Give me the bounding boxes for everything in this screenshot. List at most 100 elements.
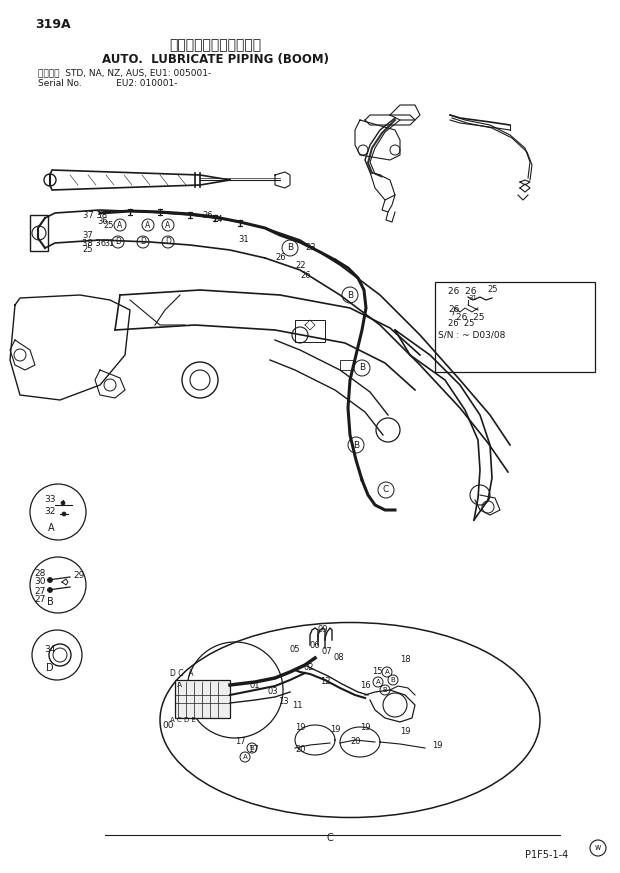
Text: C: C	[383, 485, 389, 494]
Text: P1F5-1-4: P1F5-1-4	[525, 850, 569, 860]
Text: 16: 16	[360, 682, 371, 691]
Circle shape	[388, 675, 398, 685]
Circle shape	[348, 437, 364, 453]
Text: S/N : ~ D03/08: S/N : ~ D03/08	[438, 331, 505, 340]
Text: 11: 11	[292, 702, 303, 711]
Circle shape	[62, 512, 66, 516]
Text: 03: 03	[268, 688, 278, 697]
Text: 25: 25	[103, 222, 113, 230]
Bar	[435, 282, 595, 372]
Text: 22: 22	[295, 260, 306, 270]
Text: 31: 31	[104, 238, 113, 248]
Circle shape	[378, 482, 394, 498]
Circle shape	[354, 360, 370, 376]
Circle shape	[162, 219, 174, 231]
Text: B: B	[347, 291, 353, 299]
Text: 19: 19	[432, 740, 443, 750]
Text: A: A	[384, 669, 389, 675]
Text: 15: 15	[372, 668, 383, 677]
Text: 20: 20	[350, 738, 360, 746]
Text: 23: 23	[305, 244, 316, 252]
Text: 19: 19	[360, 724, 371, 732]
Text: 32: 32	[44, 507, 55, 517]
Text: 17: 17	[235, 738, 246, 746]
Circle shape	[114, 219, 126, 231]
Circle shape	[247, 743, 257, 753]
Text: 13: 13	[278, 698, 289, 706]
Text: 適用号機  STD, NA, NZ, AUS, EU1: 005001-: 適用号機 STD, NA, NZ, AUS, EU1: 005001-	[38, 68, 211, 78]
Bar	[175, 680, 230, 718]
Text: 自動給脂配管（ブーム）: 自動給脂配管（ブーム）	[169, 38, 261, 52]
Text: w: w	[595, 843, 601, 853]
Text: 26: 26	[300, 271, 311, 279]
Text: 37 38: 37 38	[83, 210, 107, 219]
Text: D: D	[46, 663, 53, 673]
Text: 25: 25	[487, 285, 497, 293]
Circle shape	[137, 236, 149, 248]
Text: 19: 19	[400, 727, 410, 737]
Text: 29: 29	[73, 572, 84, 581]
Circle shape	[112, 236, 124, 248]
Text: A: A	[117, 221, 123, 230]
Circle shape	[373, 677, 383, 687]
Text: B: B	[250, 745, 254, 751]
Text: 19: 19	[330, 725, 340, 734]
Text: 33: 33	[44, 496, 56, 505]
Bar	[295, 320, 325, 342]
Text: 26  25: 26 25	[456, 313, 484, 321]
Text: 00: 00	[162, 721, 174, 731]
Circle shape	[380, 685, 390, 695]
Text: 07: 07	[322, 648, 332, 656]
Text: 08: 08	[334, 652, 345, 662]
Circle shape	[162, 236, 174, 248]
Text: 09: 09	[318, 625, 329, 635]
Text: 26  25: 26 25	[448, 320, 474, 328]
Text: A: A	[376, 679, 381, 685]
Text: A: A	[145, 221, 151, 230]
Text: 24: 24	[212, 216, 223, 224]
Text: 31: 31	[468, 295, 477, 301]
Text: 26: 26	[448, 306, 459, 314]
Text: 26: 26	[202, 211, 213, 221]
Text: 27: 27	[34, 587, 45, 595]
Text: 19: 19	[295, 723, 306, 732]
Text: B: B	[353, 441, 359, 450]
Text: 36: 36	[97, 217, 108, 226]
Text: Serial No.            EU2: 010001-: Serial No. EU2: 010001-	[38, 79, 177, 87]
Text: B: B	[287, 244, 293, 252]
Text: AUTO.  LUBRICATE PIPING (BOOM): AUTO. LUBRICATE PIPING (BOOM)	[102, 53, 329, 66]
Text: D: D	[140, 237, 146, 246]
Text: 06: 06	[310, 641, 321, 650]
Circle shape	[382, 667, 392, 677]
Text: 17: 17	[248, 746, 259, 754]
Text: B: B	[391, 677, 396, 683]
Text: 26  26: 26 26	[448, 287, 477, 297]
Text: 20: 20	[295, 746, 306, 754]
Text: 26: 26	[275, 253, 286, 263]
Text: D: D	[115, 237, 121, 246]
Text: B: B	[383, 687, 388, 693]
Text: D: D	[165, 237, 171, 246]
Text: 34: 34	[44, 645, 55, 655]
Text: A C D E: A C D E	[170, 717, 196, 723]
Text: A: A	[48, 523, 55, 533]
Text: 01: 01	[250, 680, 260, 690]
Text: 31: 31	[238, 236, 249, 244]
Text: 05: 05	[290, 645, 301, 655]
Circle shape	[61, 501, 65, 505]
Text: B: B	[47, 597, 54, 607]
Bar	[340, 360, 355, 370]
Text: 319A: 319A	[35, 18, 71, 31]
Circle shape	[48, 578, 53, 582]
Text: A: A	[242, 754, 247, 760]
Text: C: C	[327, 833, 334, 843]
Text: D C  A: D C A	[170, 670, 193, 678]
Text: 25: 25	[82, 245, 92, 255]
Text: 28: 28	[34, 568, 45, 578]
Circle shape	[342, 287, 358, 303]
Text: 18: 18	[400, 656, 410, 664]
Text: A: A	[166, 221, 171, 230]
Text: 12: 12	[320, 677, 330, 686]
Circle shape	[240, 752, 250, 762]
Text: B: B	[359, 363, 365, 373]
